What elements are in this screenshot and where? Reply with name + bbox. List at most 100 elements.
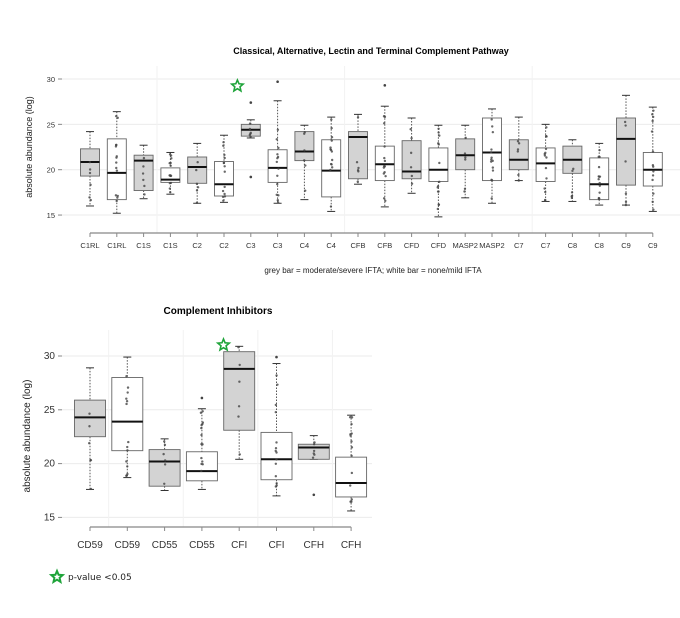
x-tick-label: CFD — [431, 241, 447, 250]
data-point — [349, 500, 352, 503]
data-point — [275, 138, 278, 141]
x-tick-label: C9 — [648, 241, 658, 250]
data-point — [437, 203, 441, 206]
x-tick-label: CFI — [268, 540, 284, 551]
outlier-point — [276, 80, 279, 84]
data-point — [350, 454, 353, 458]
data-point — [277, 146, 280, 150]
data-point — [115, 169, 119, 172]
data-point — [126, 465, 129, 468]
data-point — [350, 432, 353, 435]
data-point — [330, 158, 334, 162]
box-c4-grey — [294, 124, 315, 201]
data-point — [116, 196, 119, 199]
x-tick-label: CFB — [377, 241, 392, 250]
data-point — [88, 412, 91, 415]
data-point — [126, 386, 130, 389]
data-point — [382, 115, 386, 118]
data-point — [490, 156, 493, 159]
data-point — [348, 415, 352, 419]
data-point — [464, 156, 467, 159]
x-tick-label: C8 — [594, 241, 604, 250]
x-tick-label: CD55 — [152, 540, 178, 551]
data-point — [115, 156, 118, 159]
data-point — [169, 174, 172, 177]
data-point — [169, 191, 172, 194]
data-point — [276, 128, 280, 131]
data-point — [249, 135, 252, 138]
data-point — [248, 127, 252, 131]
data-point — [275, 193, 278, 196]
data-point — [223, 156, 226, 160]
data-point — [89, 183, 92, 187]
data-point — [652, 192, 655, 195]
data-point — [357, 170, 360, 173]
data-point — [491, 166, 495, 169]
data-point — [382, 172, 386, 175]
data-point — [275, 484, 278, 487]
data-point — [463, 190, 466, 193]
data-point — [598, 181, 601, 185]
legend-label: p-value <0.05 — [68, 573, 132, 583]
x-tick-label: C2 — [219, 241, 229, 250]
data-point — [115, 143, 118, 147]
data-point — [410, 136, 413, 140]
data-point — [275, 441, 278, 444]
data-point — [572, 167, 575, 171]
data-point — [168, 187, 172, 190]
x-tick-label: CFB — [351, 241, 366, 250]
box-c9-grey — [616, 94, 636, 207]
outlier-point — [200, 396, 204, 400]
data-point — [490, 118, 493, 121]
data-point — [222, 144, 225, 147]
data-point — [237, 405, 241, 408]
data-point — [89, 198, 92, 202]
data-point — [409, 128, 412, 131]
data-point — [276, 157, 279, 160]
data-point — [275, 451, 278, 454]
data-point — [437, 127, 440, 130]
data-point — [125, 397, 128, 400]
data-point — [544, 166, 548, 170]
box-c2-white — [214, 134, 234, 203]
data-point — [463, 187, 467, 191]
box-c8-grey — [562, 139, 583, 202]
data-point — [303, 159, 306, 162]
box-cd55-white — [185, 396, 218, 490]
box-c7-grey — [508, 116, 529, 182]
data-point — [544, 134, 548, 138]
x-tick-label: C1RL — [80, 241, 99, 250]
data-point — [222, 161, 226, 165]
data-point — [125, 400, 129, 403]
data-point — [545, 156, 548, 159]
chart2-title: Complement Inhibitors — [164, 306, 273, 317]
data-point — [88, 160, 92, 164]
y-tick-label: 20 — [47, 166, 55, 175]
data-point — [126, 449, 129, 452]
data-point — [409, 151, 413, 155]
data-point — [543, 199, 547, 202]
data-point — [162, 452, 165, 456]
box-c3-white — [267, 80, 288, 204]
data-point — [223, 185, 226, 189]
data-point — [356, 116, 360, 119]
data-point — [221, 195, 225, 199]
data-point — [200, 462, 203, 466]
data-point — [274, 462, 278, 465]
data-point — [222, 140, 225, 144]
data-point — [438, 161, 441, 165]
data-point — [357, 166, 360, 170]
data-point — [201, 460, 204, 463]
data-point — [652, 109, 655, 112]
data-point — [491, 125, 494, 128]
data-point — [329, 162, 333, 166]
data-point — [125, 402, 128, 406]
data-point — [329, 168, 332, 172]
data-point — [274, 410, 277, 414]
data-point — [516, 148, 520, 151]
data-point — [88, 196, 91, 199]
y-tick-label: 30 — [47, 75, 55, 84]
data-point — [114, 194, 118, 197]
data-point — [126, 445, 129, 449]
data-point — [383, 159, 387, 163]
